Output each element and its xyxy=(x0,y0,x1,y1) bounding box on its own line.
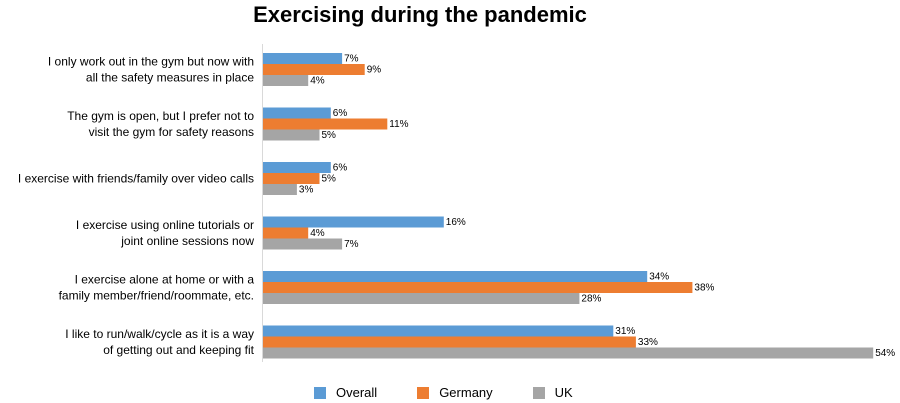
legend-item-germany: Germany xyxy=(417,385,493,400)
legend-swatch-overall xyxy=(314,386,326,399)
legend-swatch-uk xyxy=(532,386,545,399)
legend-label-overall: Overall xyxy=(336,385,378,400)
category-label-2-line-0: I exercise with friends/family over vide… xyxy=(18,172,254,186)
legend: Overall Germany UK xyxy=(314,385,573,400)
data-label-overall-4: 34% xyxy=(649,272,669,283)
category-label-3-line-0: I exercise using online tutorials or xyxy=(76,218,254,232)
bar-overall-5 xyxy=(263,325,614,337)
legend-item-overall: Overall xyxy=(314,385,377,400)
category-label-0-line-1: all the safety measures in place xyxy=(86,71,254,85)
legend-item-uk: UK xyxy=(532,385,573,400)
data-label-germany-4: 38% xyxy=(694,283,714,294)
bar-uk-4 xyxy=(263,293,580,304)
labels-group: 7% 9% 4% I only work out in the gym but now… xyxy=(18,54,895,360)
bar-overall-1 xyxy=(263,107,331,119)
bar-uk-2 xyxy=(263,184,297,195)
category-label-1-line-1: visit the gym for safety reasons xyxy=(89,125,254,139)
bars-group xyxy=(263,53,874,359)
bar-germany-5 xyxy=(263,336,636,348)
data-label-overall-3: 16% xyxy=(446,217,466,228)
data-label-germany-5: 33% xyxy=(638,337,658,348)
category-label-5-line-0: I like to run/walk/cycle as it is a way xyxy=(65,327,254,341)
data-label-overall-5: 31% xyxy=(615,326,635,337)
bar-germany-3 xyxy=(263,227,309,239)
data-label-uk-4: 28% xyxy=(581,294,601,305)
bar-chart: 7% 9% 4% I only work out in the gym but now… xyxy=(18,44,895,362)
bar-overall-2 xyxy=(263,162,331,173)
bar-overall-0 xyxy=(263,53,343,64)
legend-swatch-germany xyxy=(417,386,430,399)
bar-germany-0 xyxy=(263,64,365,75)
data-label-overall-0: 7% xyxy=(344,54,359,65)
category-label-0-line-0: I only work out in the gym but now with xyxy=(48,55,254,69)
bar-uk-3 xyxy=(263,238,343,250)
bar-germany-4 xyxy=(263,282,693,293)
category-label-4-line-1: family member/friend/roommate, etc. xyxy=(59,289,254,303)
bar-overall-4 xyxy=(263,271,648,282)
bar-uk-0 xyxy=(263,75,309,86)
bar-germany-2 xyxy=(263,173,320,184)
data-label-uk-2: 3% xyxy=(299,185,314,196)
category-label-1-line-0: The gym is open, but I prefer not to xyxy=(67,109,254,123)
chart-title: Exercising during the pandemic xyxy=(253,2,587,27)
category-label-4-line-0: I exercise alone at home or with a xyxy=(75,273,255,287)
bar-uk-5 xyxy=(263,347,874,359)
data-label-uk-1: 5% xyxy=(322,130,337,141)
bar-germany-1 xyxy=(263,118,388,130)
data-label-germany-0: 9% xyxy=(367,65,382,76)
data-label-germany-3: 4% xyxy=(310,228,325,239)
data-label-overall-1: 6% xyxy=(333,108,348,119)
data-label-uk-0: 4% xyxy=(310,76,325,87)
data-label-germany-2: 5% xyxy=(322,174,337,185)
data-label-germany-1: 11% xyxy=(389,119,408,130)
data-label-uk-5: 54% xyxy=(875,348,895,359)
data-label-overall-2: 6% xyxy=(333,163,348,174)
category-label-3-line-1: joint online sessions now xyxy=(120,234,254,248)
legend-label-germany: Germany xyxy=(439,385,493,400)
category-label-5-line-1: of getting out and keeping fit xyxy=(103,343,254,357)
bar-uk-1 xyxy=(263,129,320,141)
data-label-uk-3: 7% xyxy=(344,239,359,250)
legend-label-uk: UK xyxy=(554,385,573,400)
bar-overall-3 xyxy=(263,216,444,228)
